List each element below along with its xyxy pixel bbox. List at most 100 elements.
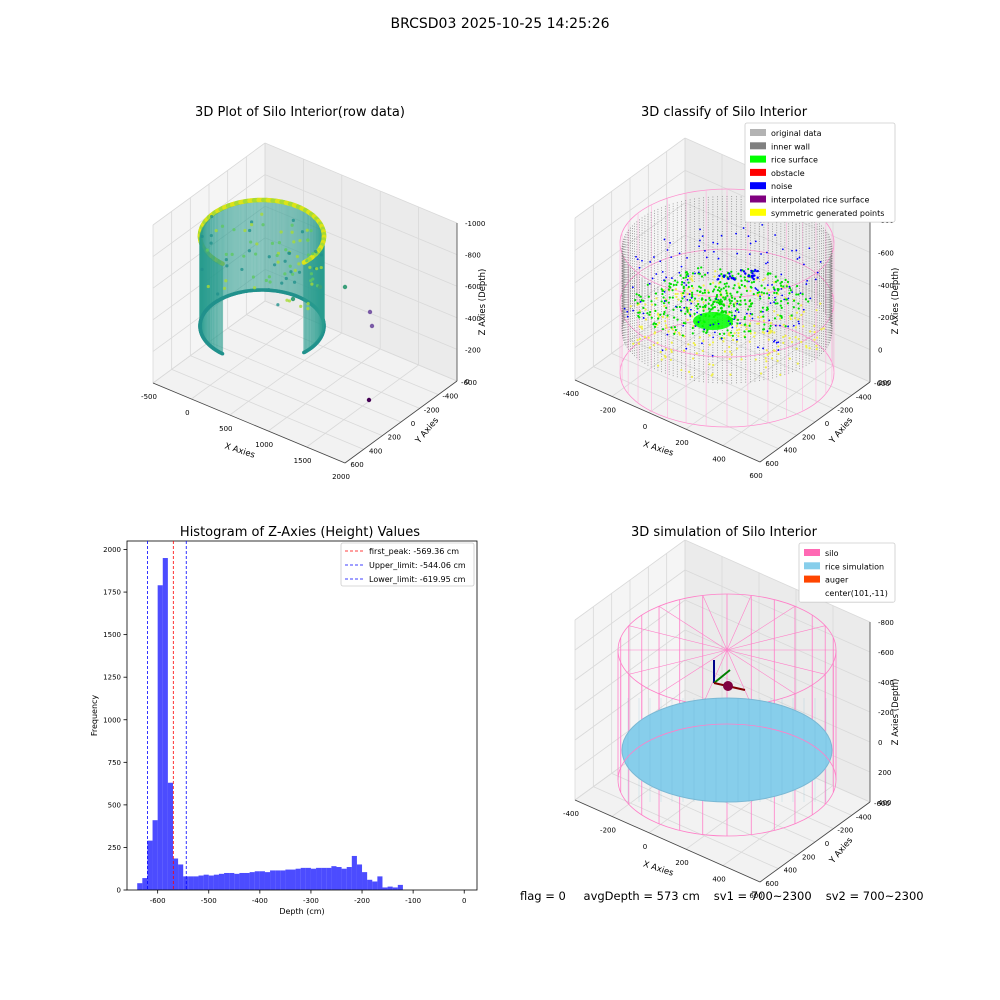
cls-rice-surface-point (750, 281, 753, 284)
cls-symmetric-point (776, 359, 779, 362)
cls-noise-point (717, 322, 720, 325)
cls-noise-point (762, 347, 764, 350)
cls-rice-surface-point (763, 287, 766, 290)
cls-rice-surface-point (775, 291, 778, 295)
cls-legend-label: obstacle (771, 169, 805, 178)
cls-legend-swatch (750, 129, 766, 136)
raw-inner-point (214, 229, 218, 233)
cls-rice-surface-point (662, 312, 665, 316)
cls-symmetric-point (722, 340, 725, 343)
raw-inner-point (200, 267, 204, 271)
cls-noise-point (774, 296, 776, 299)
cls-noise-point (751, 317, 754, 320)
histogram-bar (172, 858, 179, 890)
cls-rice-surface-point (703, 304, 706, 308)
cls-noise-point (698, 245, 701, 248)
cls-noise-point (675, 305, 677, 308)
cls-rice-surface-point (738, 286, 741, 289)
cls-noise-point (635, 255, 637, 258)
cls-symmetric-point (813, 338, 816, 341)
sim-x-tick-label: 400 (712, 876, 725, 884)
raw-y-tick-label: 400 (369, 447, 382, 455)
raw-inner-point (222, 286, 227, 290)
cls-symmetric-point (696, 299, 699, 303)
raw-grid-z (264, 174, 458, 255)
cls-rice-surface-point (780, 316, 783, 319)
cls-grid-z (684, 267, 871, 350)
cls-rice-surface-point (749, 305, 752, 308)
raw-inner-point (276, 303, 280, 307)
sim-grid-z (574, 629, 686, 711)
cls-symmetric-point (760, 293, 763, 297)
cls-rice-surface-point (785, 285, 788, 288)
cls-z-tick-label: 0 (878, 347, 882, 355)
histogram-bar (239, 872, 245, 890)
cls-noise-point (728, 272, 731, 275)
cls-rice-surface-point (661, 292, 664, 296)
cls-rice-surface-point (705, 331, 708, 334)
cls-symmetric-point (815, 344, 818, 347)
cls-symmetric-point (677, 331, 681, 334)
cls-rice-surface-point (699, 286, 702, 289)
cls-rice-surface-point (720, 306, 723, 309)
cls-rice-surface-point (662, 296, 665, 299)
cls-noise-point (777, 349, 780, 351)
cls-rice-surface-point (773, 291, 776, 295)
cls-rice-surface-point (682, 292, 685, 295)
cls-symmetric-point (805, 346, 808, 349)
cls-rice-surface-point (760, 291, 763, 294)
cls-rice-surface-point (647, 295, 650, 298)
cls-rice-surface-point (670, 326, 673, 329)
cls-rice-surface-point (654, 292, 658, 295)
cls-noise-point (788, 285, 791, 288)
sim-silo-roof (726, 605, 796, 651)
cls-rice-surface-point (673, 332, 676, 335)
cls-rice-surface-cluster (693, 312, 733, 330)
histogram-bar (346, 867, 352, 890)
cls-symmetric-point (765, 349, 768, 352)
cls-rice-surface-point (695, 304, 698, 308)
cls-grid-z (574, 137, 686, 219)
cls-legend-label: symmetric generated points (771, 209, 884, 218)
classify-plot-title: 3D classify of Silo Interior (641, 105, 808, 120)
histogram-bar (336, 867, 342, 890)
cls-symmetric-point (695, 352, 698, 355)
cls-symmetric-point (712, 281, 715, 284)
cls-rice-surface-point (729, 292, 732, 295)
cls-symmetric-point (647, 336, 650, 339)
cls-symmetric-point (657, 315, 660, 318)
cls-noise-point (712, 323, 715, 326)
cls-noise-point (730, 276, 734, 280)
sim-grid-z (684, 569, 871, 653)
histogram-y-tick-label: 2000 (103, 546, 121, 554)
raw-inner-point (247, 249, 252, 253)
cls-rice-surface-point (719, 293, 723, 296)
cls-rice-surface-point (659, 313, 662, 316)
cls-symmetric-point (730, 353, 733, 356)
cls-rice-surface-point (724, 296, 727, 299)
cls-noise-point (732, 277, 735, 281)
histogram-y-tick-label: 1000 (103, 716, 121, 724)
cls-noise-point (712, 336, 715, 339)
cls-rice-surface-point (667, 288, 670, 291)
raw-x-tick-label: 500 (219, 425, 232, 433)
cls-legend (744, 122, 896, 223)
cls-rice-surface-point (789, 289, 792, 292)
cls-rice-surface-point (696, 307, 699, 310)
cls-symmetric-point (773, 331, 776, 334)
raw-inner-point (200, 234, 204, 239)
raw-inner-point (306, 307, 310, 311)
cls-noise-point (641, 259, 643, 262)
cls-rice-surface-point (731, 334, 734, 337)
cls-noise-point (626, 310, 629, 313)
cls-grid-z (574, 234, 686, 316)
cls-x-tick-label: 0 (643, 423, 647, 431)
classify-3d-plot: -400-20002004006006004002000-200-400-600… (563, 122, 901, 480)
raw-inner-point (252, 286, 257, 290)
cls-noise-point (638, 266, 641, 269)
cls-symmetric-point (789, 317, 792, 321)
sim-grid-z (684, 659, 871, 743)
histogram-bar (331, 866, 337, 890)
cls-rice-surface-point (774, 275, 777, 278)
